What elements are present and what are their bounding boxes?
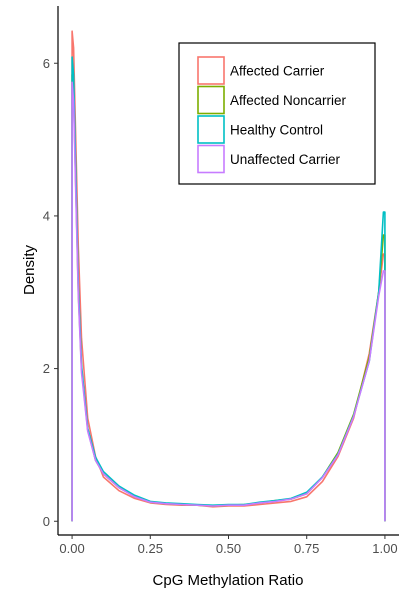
legend-key-unaffected-carrier xyxy=(197,144,225,174)
legend: Affected Carrier Affected Noncarrier Healt… xyxy=(178,42,376,185)
x-tick-label: 0.50 xyxy=(216,541,241,556)
legend-items: Affected Carrier Affected Noncarrier Healt… xyxy=(197,56,347,174)
legend-label-affected-noncarrier: Affected Noncarrier xyxy=(230,93,347,108)
x-tick-label: 1.00 xyxy=(372,541,397,556)
legend-key-affected-carrier xyxy=(197,56,225,85)
y-ticks: 0 2 4 6 xyxy=(43,56,58,529)
x-ticks: 0.00 0.25 0.50 0.75 1.00 xyxy=(59,535,398,556)
x-tick-label: 0.25 xyxy=(138,541,163,556)
legend-label-affected-carrier: Affected Carrier xyxy=(230,64,325,79)
legend-key-affected-noncarrier xyxy=(197,85,225,115)
y-axis-title: Density xyxy=(21,244,38,295)
legend-key-healthy-control xyxy=(197,115,225,144)
y-tick-label: 4 xyxy=(43,208,50,223)
y-tick-label: 6 xyxy=(43,56,50,71)
legend-label-unaffected-carrier: Unaffected Carrier xyxy=(230,152,341,167)
y-tick-label: 2 xyxy=(43,361,50,376)
series-layer xyxy=(71,30,386,522)
series-line-unaffected-carrier xyxy=(71,81,386,522)
x-axis-title: CpG Methylation Ratio xyxy=(153,572,304,589)
legend-label-healthy-control: Healthy Control xyxy=(230,123,323,138)
x-tick-label: 0.75 xyxy=(294,541,319,556)
x-tick-label: 0.00 xyxy=(59,541,84,556)
y-tick-label: 0 xyxy=(43,514,50,529)
